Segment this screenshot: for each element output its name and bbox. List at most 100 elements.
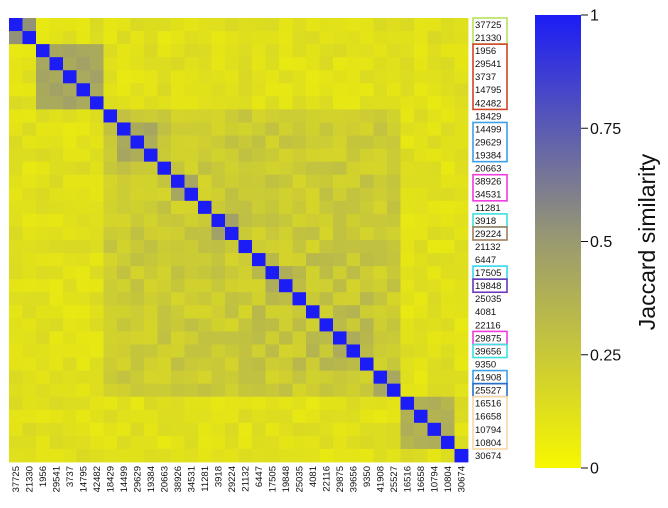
heatmap-cell xyxy=(238,253,253,267)
heatmap-cell xyxy=(184,266,199,280)
heatmap-cell xyxy=(265,422,280,437)
heatmap-cell xyxy=(333,435,347,450)
column-label: 25527 xyxy=(389,466,400,492)
heatmap-cell xyxy=(360,57,374,71)
heatmap-cell xyxy=(333,83,347,97)
heatmap-cell xyxy=(454,370,469,385)
heatmap-cell xyxy=(225,318,239,332)
heatmap-cell xyxy=(238,174,253,189)
heatmap-cell xyxy=(265,344,280,358)
heatmap-cell xyxy=(427,135,442,149)
heatmap-cell xyxy=(225,174,239,189)
heatmap-cell xyxy=(90,174,104,189)
heatmap-cell xyxy=(454,422,469,437)
heatmap-cell xyxy=(400,357,415,371)
heatmap-cell xyxy=(90,122,104,136)
heatmap-cell xyxy=(117,383,131,398)
heatmap-cell xyxy=(171,357,185,371)
heatmap-cell xyxy=(333,331,347,345)
heatmap-cell xyxy=(76,370,91,385)
heatmap-cell xyxy=(252,279,266,293)
heatmap-cell xyxy=(319,187,334,202)
heatmap-cell xyxy=(211,435,226,450)
heatmap-cell xyxy=(279,44,293,58)
heatmap-cell xyxy=(427,240,442,254)
heatmap-cell xyxy=(9,292,23,306)
heatmap-cell xyxy=(414,305,428,319)
heatmap-cell xyxy=(360,161,374,176)
heatmap-cell xyxy=(184,305,199,319)
heatmap-cell xyxy=(373,44,388,58)
heatmap-cell xyxy=(441,57,455,71)
heatmap-cell xyxy=(238,305,253,319)
heatmap-cell xyxy=(130,240,145,254)
heatmap-cell xyxy=(22,383,37,398)
heatmap-cell xyxy=(306,122,320,136)
heatmap-cell xyxy=(117,266,131,280)
heatmap-cell xyxy=(130,57,145,71)
row-label: 29629 xyxy=(475,137,501,148)
heatmap-cell xyxy=(130,279,145,293)
heatmap-cell xyxy=(360,135,374,149)
heatmap-cell xyxy=(49,57,64,71)
heatmap-cell xyxy=(427,109,442,123)
row-label: 22116 xyxy=(475,320,501,331)
row-label: 18429 xyxy=(475,111,501,122)
heatmap-cell xyxy=(265,305,280,319)
heatmap-cell xyxy=(157,226,172,241)
heatmap-cell xyxy=(171,31,185,45)
heatmap-cell xyxy=(211,200,226,215)
heatmap-cell xyxy=(360,109,374,123)
heatmap-cell xyxy=(171,161,185,176)
heatmap-cell xyxy=(36,83,50,97)
heatmap-cell xyxy=(252,44,266,58)
heatmap-cell xyxy=(198,96,212,110)
heatmap-cell xyxy=(441,357,455,371)
heatmap-cell xyxy=(427,57,442,71)
heatmap-cell xyxy=(319,448,334,463)
heatmap-cell xyxy=(144,279,158,293)
heatmap-cell xyxy=(130,18,145,32)
heatmap-cell xyxy=(454,187,469,202)
heatmap-cell xyxy=(360,174,374,189)
heatmap-cell xyxy=(49,292,64,306)
heatmap-cell xyxy=(49,161,64,176)
heatmap-cell xyxy=(225,292,239,306)
heatmap-cell xyxy=(76,357,91,371)
heatmap-cell xyxy=(238,122,253,136)
heatmap-cell xyxy=(441,135,455,149)
heatmap-cell xyxy=(454,318,469,332)
heatmap-cell xyxy=(360,357,374,371)
heatmap-cell xyxy=(184,435,199,450)
heatmap-cell xyxy=(346,226,361,241)
heatmap-cell xyxy=(238,83,253,97)
heatmap-cell xyxy=(427,305,442,319)
heatmap-cell xyxy=(319,174,334,189)
heatmap-cell xyxy=(306,70,320,84)
heatmap-cell xyxy=(360,148,374,163)
heatmap-cell xyxy=(252,435,266,450)
row-label: 41908 xyxy=(475,373,501,384)
heatmap-cells xyxy=(9,18,469,463)
heatmap-cell xyxy=(225,357,239,371)
heatmap-cell xyxy=(292,57,307,71)
heatmap-cell xyxy=(49,213,64,228)
heatmap-cell xyxy=(211,57,226,71)
heatmap-cell xyxy=(22,226,37,241)
heatmap-cell xyxy=(360,279,374,293)
heatmap-cell xyxy=(117,187,131,202)
heatmap-cell xyxy=(130,174,145,189)
heatmap-cell xyxy=(9,448,23,463)
heatmap-cell xyxy=(373,305,388,319)
heatmap-cell xyxy=(427,44,442,58)
heatmap-cell xyxy=(49,357,64,371)
heatmap-cell xyxy=(306,135,320,149)
heatmap-cell xyxy=(90,226,104,241)
heatmap-cell xyxy=(279,370,293,385)
heatmap-cell xyxy=(454,18,469,32)
heatmap-cell xyxy=(441,226,455,241)
heatmap-cell xyxy=(373,96,388,110)
heatmap-cell xyxy=(441,279,455,293)
heatmap-cell xyxy=(319,135,334,149)
heatmap-cell xyxy=(252,161,266,176)
